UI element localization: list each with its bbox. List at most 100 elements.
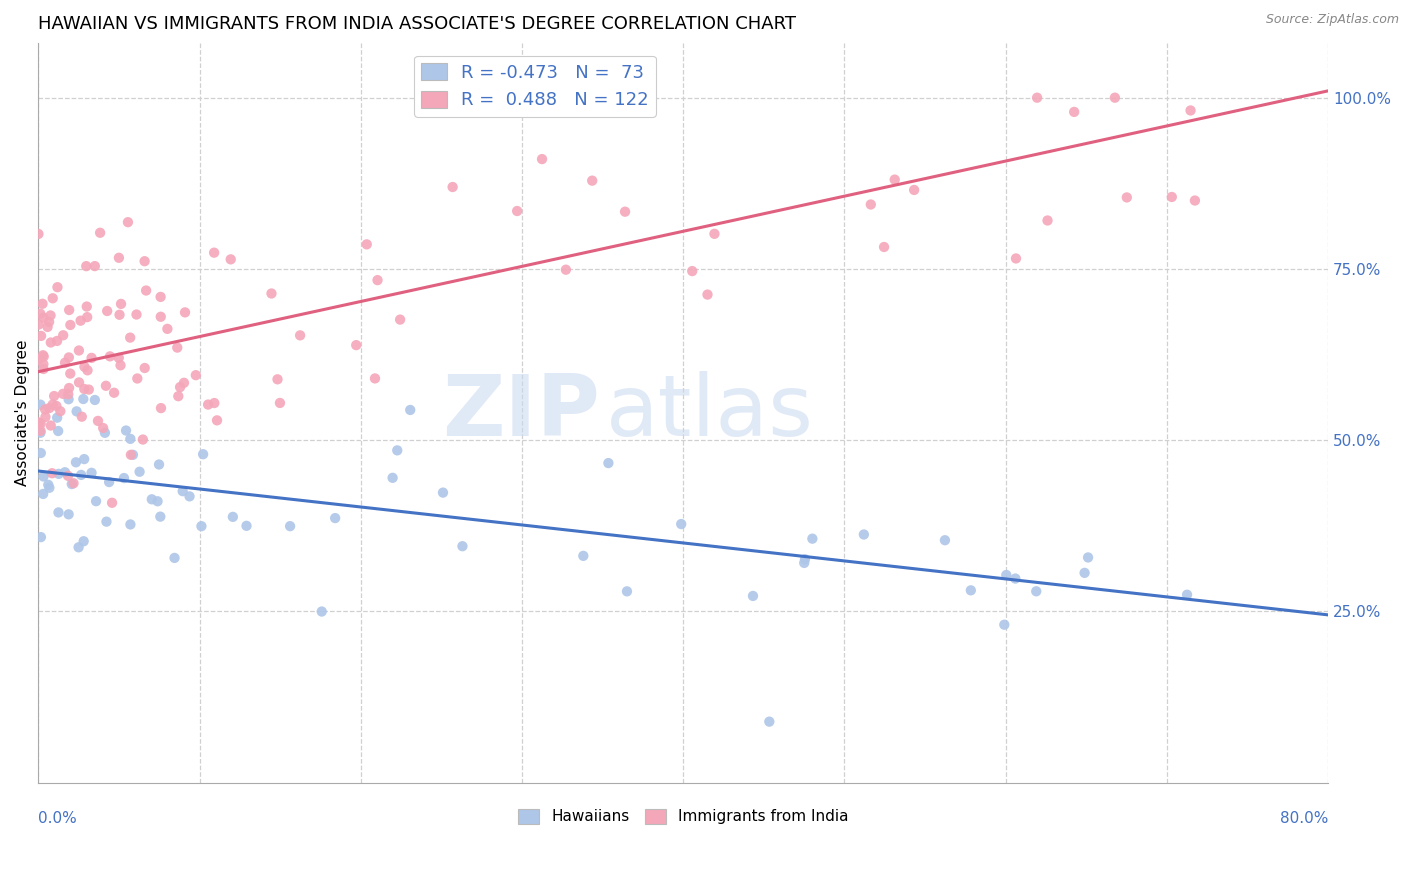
Point	[266, 372, 288, 386]
Point	[146, 494, 169, 508]
Point	[141, 492, 163, 507]
Point	[32, 362, 55, 376]
Point	[76, 363, 98, 377]
Point	[149, 290, 172, 304]
Point	[184, 368, 207, 383]
Point	[235, 518, 257, 533]
Point	[1115, 190, 1137, 204]
Point	[202, 245, 225, 260]
Point	[873, 240, 896, 254]
Point	[758, 714, 780, 729]
Point	[32, 310, 55, 325]
Point	[84, 494, 107, 508]
Point	[41, 467, 63, 481]
Point	[70, 467, 93, 482]
Point	[34, 402, 56, 417]
Point	[197, 398, 219, 412]
Text: Source: ZipAtlas.com: Source: ZipAtlas.com	[1265, 13, 1399, 27]
Point	[30, 424, 52, 438]
Point	[356, 237, 378, 252]
Point	[42, 398, 65, 412]
Point	[56, 468, 79, 483]
Point	[110, 297, 132, 311]
Point	[38, 401, 60, 415]
Point	[167, 389, 190, 403]
Point	[389, 312, 412, 326]
Point	[30, 398, 52, 412]
Point	[616, 584, 638, 599]
Point	[108, 251, 131, 265]
Point	[65, 404, 87, 418]
Point	[120, 517, 142, 532]
Point	[53, 465, 76, 479]
Point	[76, 310, 98, 325]
Point	[59, 318, 82, 332]
Point	[572, 549, 595, 563]
Point	[80, 466, 103, 480]
Point	[441, 180, 464, 194]
Point	[34, 409, 56, 424]
Point	[98, 349, 121, 363]
Point	[30, 530, 52, 544]
Point	[46, 410, 69, 425]
Y-axis label: Associate's Degree: Associate's Degree	[15, 340, 30, 486]
Point	[69, 314, 91, 328]
Point	[260, 286, 283, 301]
Point	[53, 356, 76, 370]
Point	[696, 287, 718, 301]
Point	[46, 334, 69, 348]
Point	[37, 320, 59, 334]
Point	[30, 425, 52, 440]
Point	[30, 417, 52, 431]
Point	[59, 367, 82, 381]
Point	[681, 264, 703, 278]
Point	[163, 550, 186, 565]
Point	[387, 443, 409, 458]
Point	[903, 183, 925, 197]
Point	[995, 568, 1018, 582]
Point	[174, 305, 197, 319]
Point	[703, 227, 725, 241]
Point	[45, 399, 67, 413]
Point	[323, 511, 346, 525]
Point	[94, 379, 117, 393]
Point	[134, 254, 156, 268]
Point	[554, 262, 576, 277]
Point	[506, 204, 529, 219]
Text: HAWAIIAN VS IMMIGRANTS FROM INDIA ASSOCIATE'S DEGREE CORRELATION CHART: HAWAIIAN VS IMMIGRANTS FROM INDIA ASSOCI…	[38, 15, 796, 33]
Point	[37, 478, 59, 492]
Point	[801, 532, 824, 546]
Point	[269, 396, 291, 410]
Point	[27, 227, 49, 241]
Point	[49, 404, 72, 418]
Point	[172, 484, 194, 499]
Point	[32, 487, 55, 501]
Point	[32, 469, 55, 483]
Point	[91, 421, 114, 435]
Point	[58, 303, 80, 318]
Point	[859, 197, 882, 211]
Point	[1175, 588, 1198, 602]
Point	[1004, 572, 1026, 586]
Point	[120, 448, 142, 462]
Point	[83, 392, 105, 407]
Point	[134, 361, 156, 376]
Point	[959, 583, 981, 598]
Point	[993, 617, 1015, 632]
Point	[793, 556, 815, 570]
Point	[73, 382, 96, 396]
Point	[148, 458, 170, 472]
Point	[173, 376, 195, 390]
Point	[852, 527, 875, 541]
Point	[125, 308, 148, 322]
Point	[381, 471, 404, 485]
Point	[58, 351, 80, 365]
Point	[191, 447, 214, 461]
Point	[38, 481, 60, 495]
Point	[46, 280, 69, 294]
Point	[149, 310, 172, 324]
Point	[166, 341, 188, 355]
Point	[32, 348, 55, 362]
Point	[110, 359, 132, 373]
Point	[58, 392, 80, 407]
